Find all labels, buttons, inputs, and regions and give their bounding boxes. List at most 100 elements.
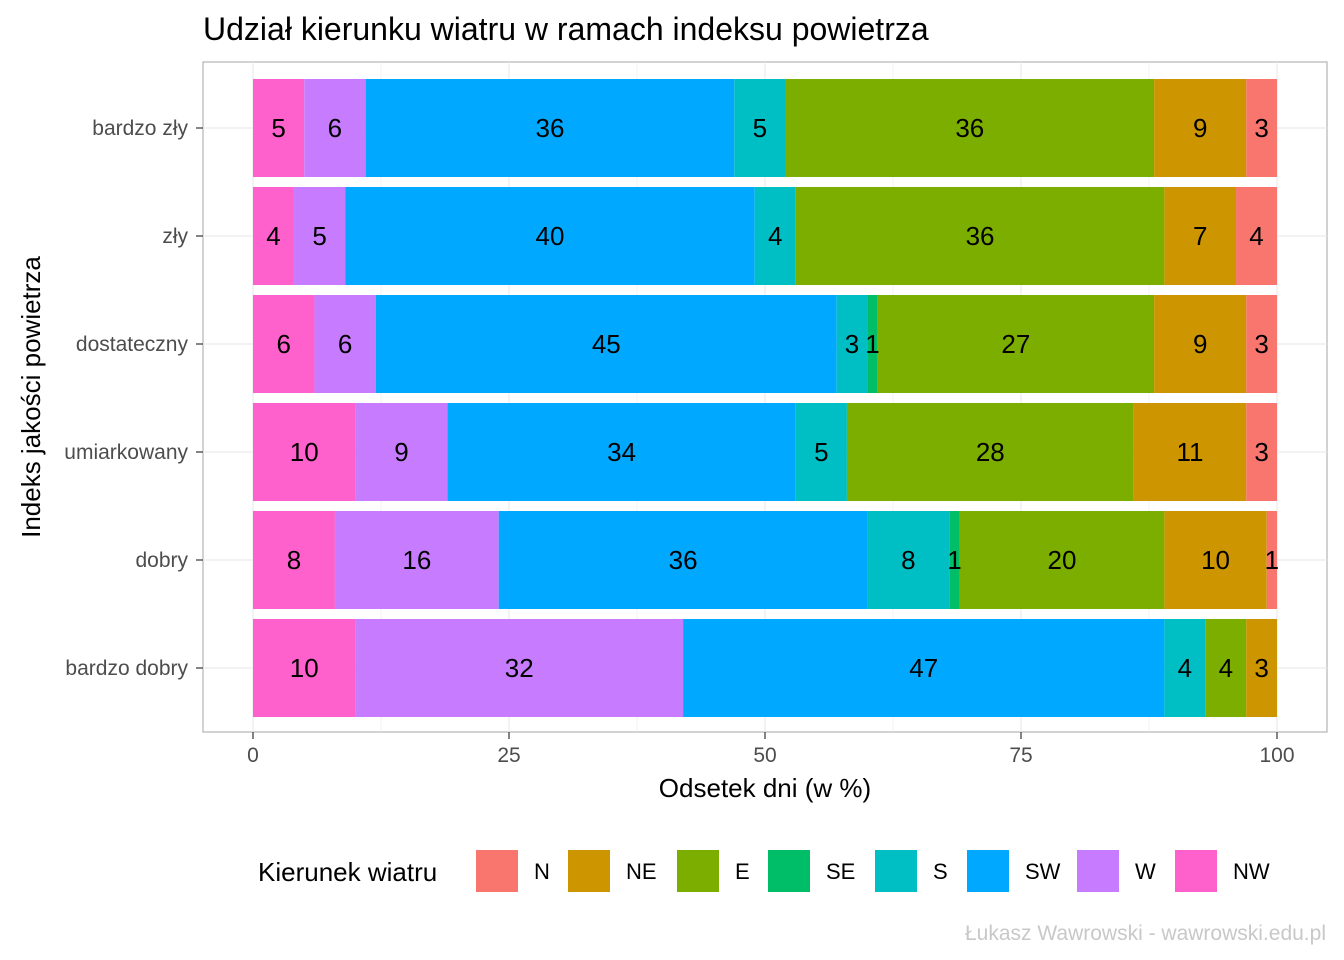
bar-segment-nw <box>253 403 356 501</box>
bar-value-label: 3 <box>1254 437 1268 467</box>
bar-segment-e <box>785 79 1155 177</box>
bar-segment-s <box>734 79 786 177</box>
bar-value-label: 1 <box>865 329 879 359</box>
legend-key-se <box>768 850 810 892</box>
bar-value-label: 3 <box>1254 329 1268 359</box>
bar-value-label: 6 <box>328 113 342 143</box>
legend-label: N <box>534 859 550 884</box>
bar-segment-e <box>1205 619 1247 717</box>
bar-segment-nw <box>253 619 356 717</box>
bar-value-label: 27 <box>1001 329 1030 359</box>
bar-segment-w <box>314 295 376 393</box>
bar-value-label: 28 <box>976 437 1005 467</box>
bar-value-label: 9 <box>1193 113 1207 143</box>
bar-segment-se <box>949 511 960 609</box>
bar-value-label: 6 <box>276 329 290 359</box>
legend-label: NE <box>626 859 657 884</box>
bar-value-label: 36 <box>535 113 564 143</box>
bar-segment-sw <box>365 79 735 177</box>
bar-value-label: 3 <box>1254 653 1268 683</box>
legend-label: SW <box>1025 859 1061 884</box>
bar-segment-w <box>355 403 448 501</box>
bar-value-label: 4 <box>266 221 280 251</box>
chart-title: Udział kierunku wiatru w ramach indeksu … <box>203 11 929 47</box>
y-tick-label: dobry <box>135 549 188 572</box>
bar-segment-se <box>867 295 878 393</box>
bar-value-label: 8 <box>287 545 301 575</box>
bar-value-label: 4 <box>768 221 782 251</box>
legend: Kierunek wiatru N NE E SE S SW W NW <box>258 850 1270 892</box>
legend-key-w <box>1077 850 1119 892</box>
bar-segment-sw <box>683 619 1165 717</box>
bar-value-label: 5 <box>312 221 326 251</box>
legend-key-n <box>476 850 518 892</box>
x-tick-label: 50 <box>753 744 776 767</box>
legend-label: NW <box>1233 859 1270 884</box>
bar-value-label: 11 <box>1176 437 1203 467</box>
bar-segment-e <box>795 187 1165 285</box>
bar-segment-n <box>1246 403 1277 501</box>
bar-value-label: 20 <box>1047 545 1076 575</box>
bar-segment-nw <box>253 79 305 177</box>
legend-label: S <box>933 859 948 884</box>
x-tick-label: 100 <box>1259 744 1294 767</box>
bar-segment-w <box>334 511 499 609</box>
bar-segment-sw <box>375 295 837 393</box>
bar-segment-sw <box>447 403 796 501</box>
bar-value-label: 47 <box>909 653 938 683</box>
x-tick-label: 25 <box>497 744 520 767</box>
bar-labels: 5 6 36 5 36 9 34 5 40 4 36 7 46 6 45 3 1 27 9 310 9 34 5 28 11 38… <box>266 113 1279 683</box>
bar-segment-s <box>867 511 950 609</box>
bar-segment-ne <box>1154 295 1247 393</box>
legend-label: SE <box>826 859 855 884</box>
bar-segment-n <box>1236 187 1277 285</box>
bar-value-label: 36 <box>955 113 984 143</box>
bar-segment-w <box>355 619 684 717</box>
bar-value-label: 9 <box>1193 329 1207 359</box>
bar-value-label: 4 <box>1178 653 1192 683</box>
bar-value-label: 40 <box>535 221 564 251</box>
bar-segment-w <box>293 187 346 285</box>
bar-segment-sw <box>498 511 868 609</box>
bar-value-label: 8 <box>901 545 915 575</box>
y-tick-label: bardzo zły <box>92 117 188 140</box>
y-tick-label: bardzo dobry <box>65 657 188 680</box>
x-axis-title: Odsetek dni (w %) <box>659 773 871 803</box>
bars <box>253 79 1277 717</box>
bar-segment-n <box>1266 511 1277 609</box>
bar-value-label: 4 <box>1249 221 1263 251</box>
bar-value-label: 7 <box>1193 221 1207 251</box>
legend-key-sw <box>967 850 1009 892</box>
axes: bardzo zły zły dostateczny umiarkowany dobry… <box>64 117 1294 767</box>
bar-value-label: 3 <box>1254 113 1268 143</box>
bar-value-label: 5 <box>271 113 285 143</box>
caption: Łukasz Wawrowski - wawrowski.edu.pl <box>965 922 1326 945</box>
bar-value-label: 9 <box>394 437 408 467</box>
bar-segment-s <box>795 403 847 501</box>
bar-value-label: 36 <box>669 545 698 575</box>
bar-segment-e <box>846 403 1134 501</box>
y-tick-label: umiarkowany <box>64 441 188 464</box>
bar-value-label: 4 <box>1219 653 1233 683</box>
bar-segment-ne <box>1154 79 1247 177</box>
bar-value-label: 3 <box>845 329 859 359</box>
legend-key-e <box>677 850 719 892</box>
bar-segment-nw <box>253 511 335 609</box>
bar-segment-ne <box>1246 619 1277 717</box>
legend-key-nw <box>1175 850 1217 892</box>
bar-segment-e <box>959 511 1165 609</box>
bar-value-label: 1 <box>1265 545 1279 575</box>
bar-segment-nw <box>253 187 294 285</box>
bar-segment-n <box>1246 79 1277 177</box>
bar-value-label: 16 <box>402 545 431 575</box>
x-tick-label: 0 <box>247 744 259 767</box>
legend-label: W <box>1135 859 1156 884</box>
bar-value-label: 36 <box>966 221 995 251</box>
bar-segment-e <box>877 295 1155 393</box>
bar-segment-s <box>836 295 868 393</box>
bar-value-label: 10 <box>1201 545 1230 575</box>
legend-title: Kierunek wiatru <box>258 857 437 887</box>
legend-label: E <box>735 859 750 884</box>
bar-segment-w <box>304 79 366 177</box>
